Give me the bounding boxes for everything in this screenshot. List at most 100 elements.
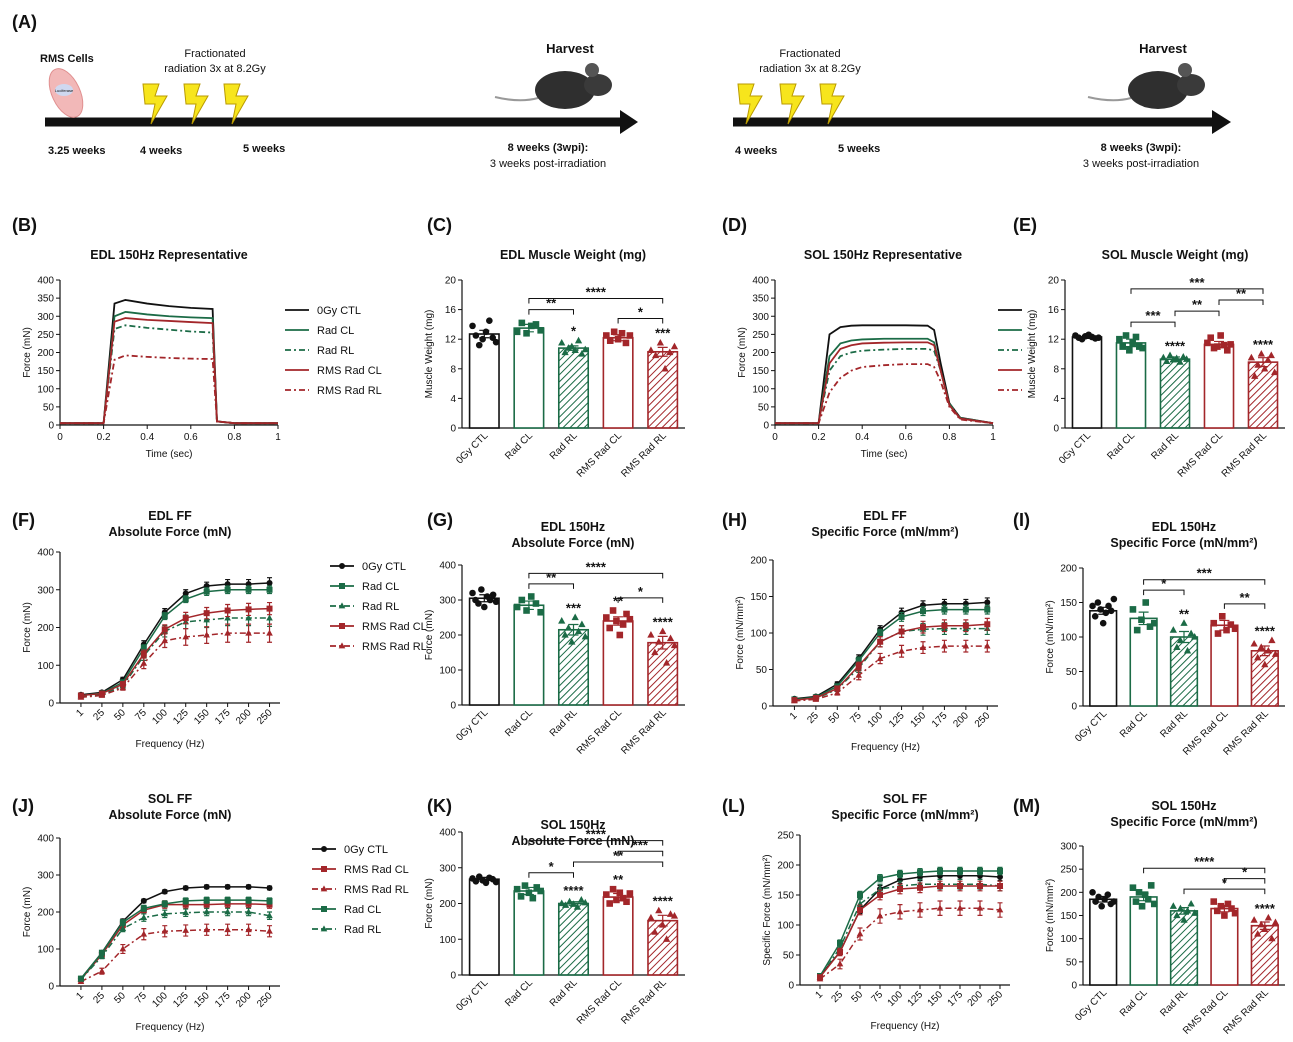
marker — [514, 604, 521, 611]
y-tick-label: 300 — [37, 871, 54, 882]
mouse-tail — [1088, 97, 1131, 100]
marker — [225, 897, 231, 903]
series-line — [60, 312, 278, 423]
x-tick-label: RMS Rad CL — [1176, 430, 1226, 480]
x-tick-label: 50 — [112, 707, 128, 723]
legend-label: Rad RL — [344, 924, 381, 936]
y-tick-label: 250 — [1060, 865, 1077, 876]
chart-title: EDL FF — [863, 509, 907, 523]
y-tick-label: 200 — [439, 631, 456, 642]
marker — [183, 596, 189, 602]
legend-label: RMS Rad CL — [362, 621, 427, 633]
bar — [470, 879, 499, 975]
marker — [204, 884, 210, 890]
mouse-head — [1177, 74, 1205, 96]
marker — [920, 608, 926, 614]
series-line — [794, 629, 987, 701]
significance-label: * — [638, 304, 644, 319]
marker — [1136, 889, 1143, 896]
marker — [537, 609, 544, 616]
series-line — [775, 342, 993, 423]
significance-label: * — [1161, 576, 1167, 591]
y-axis-label: Force (mN) — [22, 887, 33, 938]
marker — [321, 906, 327, 912]
marker — [897, 871, 903, 877]
y-tick-label: 250 — [37, 330, 54, 341]
y-tick-label: 350 — [752, 294, 769, 305]
y-tick-label: 100 — [1060, 633, 1077, 644]
y-tick-label: 50 — [758, 402, 770, 413]
x-tick-label: RMS Rad CL — [575, 977, 625, 1027]
time-label: 8 weeks (3wpi): — [508, 142, 589, 154]
significance-label: **** — [586, 285, 607, 300]
y-tick-label: 200 — [37, 623, 54, 634]
y-axis-label: Muscle Weight (mg) — [1027, 310, 1038, 399]
cell-text: Luciferase — [55, 88, 74, 93]
time-label: 5 weeks — [243, 143, 285, 155]
time-label: 3.25 weeks — [48, 145, 106, 157]
marker — [537, 888, 544, 895]
marker — [1170, 902, 1177, 909]
marker — [1095, 334, 1102, 341]
y-tick-label: 100 — [439, 935, 456, 946]
y-tick-label: 0 — [1053, 424, 1059, 435]
y-tick-label: 400 — [752, 276, 769, 287]
marker — [266, 614, 273, 620]
marker — [1258, 643, 1265, 650]
y-tick-label: 20 — [445, 276, 457, 287]
y-tick-label: 300 — [752, 312, 769, 323]
marker — [877, 875, 883, 881]
x-tick-label: 0 — [57, 432, 63, 443]
marker — [339, 563, 345, 569]
significance-label: ** — [546, 570, 557, 585]
x-tick-label: Rad CL — [503, 707, 535, 739]
marker — [519, 597, 526, 604]
marker — [1251, 916, 1258, 923]
y-tick-label: 100 — [1060, 934, 1077, 945]
panel-label: (K) — [427, 796, 452, 816]
marker — [1111, 596, 1118, 603]
legend-label: RMS Rad RL — [362, 641, 427, 653]
marker — [647, 346, 654, 353]
y-tick-label: 4 — [1053, 394, 1059, 405]
x-tick-label: 75 — [133, 990, 149, 1006]
marker — [857, 892, 863, 898]
x-tick-label: 1 — [788, 710, 800, 722]
marker — [514, 886, 521, 893]
marker — [984, 607, 990, 613]
marker — [183, 615, 189, 621]
marker — [1251, 640, 1258, 647]
significance-label: * — [638, 584, 644, 599]
panel-label: (B) — [12, 215, 37, 235]
marker — [141, 651, 147, 657]
y-tick-label: 250 — [752, 330, 769, 341]
x-tick-label: 100 — [886, 989, 906, 1009]
y-tick-label: 16 — [445, 305, 457, 316]
marker — [671, 343, 678, 350]
marker — [603, 614, 610, 621]
marker — [1104, 891, 1111, 898]
chart-panel: (C)EDL Muscle Weight (mg)048121620Muscle… — [424, 215, 685, 480]
y-tick-label: 150 — [1060, 598, 1077, 609]
chart-title: EDL 150Hz Representative — [90, 248, 248, 262]
chart-title: SOL 150Hz Representative — [804, 248, 962, 262]
y-tick-label: 300 — [1060, 842, 1077, 853]
x-tick-label: 175 — [213, 990, 233, 1010]
marker — [266, 928, 273, 934]
marker — [267, 885, 273, 891]
x-tick-label: 125 — [171, 707, 191, 727]
x-tick-label: 25 — [91, 707, 107, 723]
y-tick-label: 4 — [450, 394, 456, 405]
marker — [877, 892, 883, 898]
bar — [514, 891, 543, 975]
marker — [1272, 918, 1279, 925]
marker — [204, 589, 210, 595]
x-axis-label: Frequency (Hz) — [136, 1022, 205, 1033]
marker — [977, 883, 983, 889]
y-tick-label: 12 — [445, 335, 457, 346]
y-tick-label: 100 — [439, 666, 456, 677]
x-tick-label: Rad RL — [1158, 708, 1190, 740]
chart-title: SOL FF — [883, 792, 928, 806]
bar — [1116, 343, 1145, 428]
